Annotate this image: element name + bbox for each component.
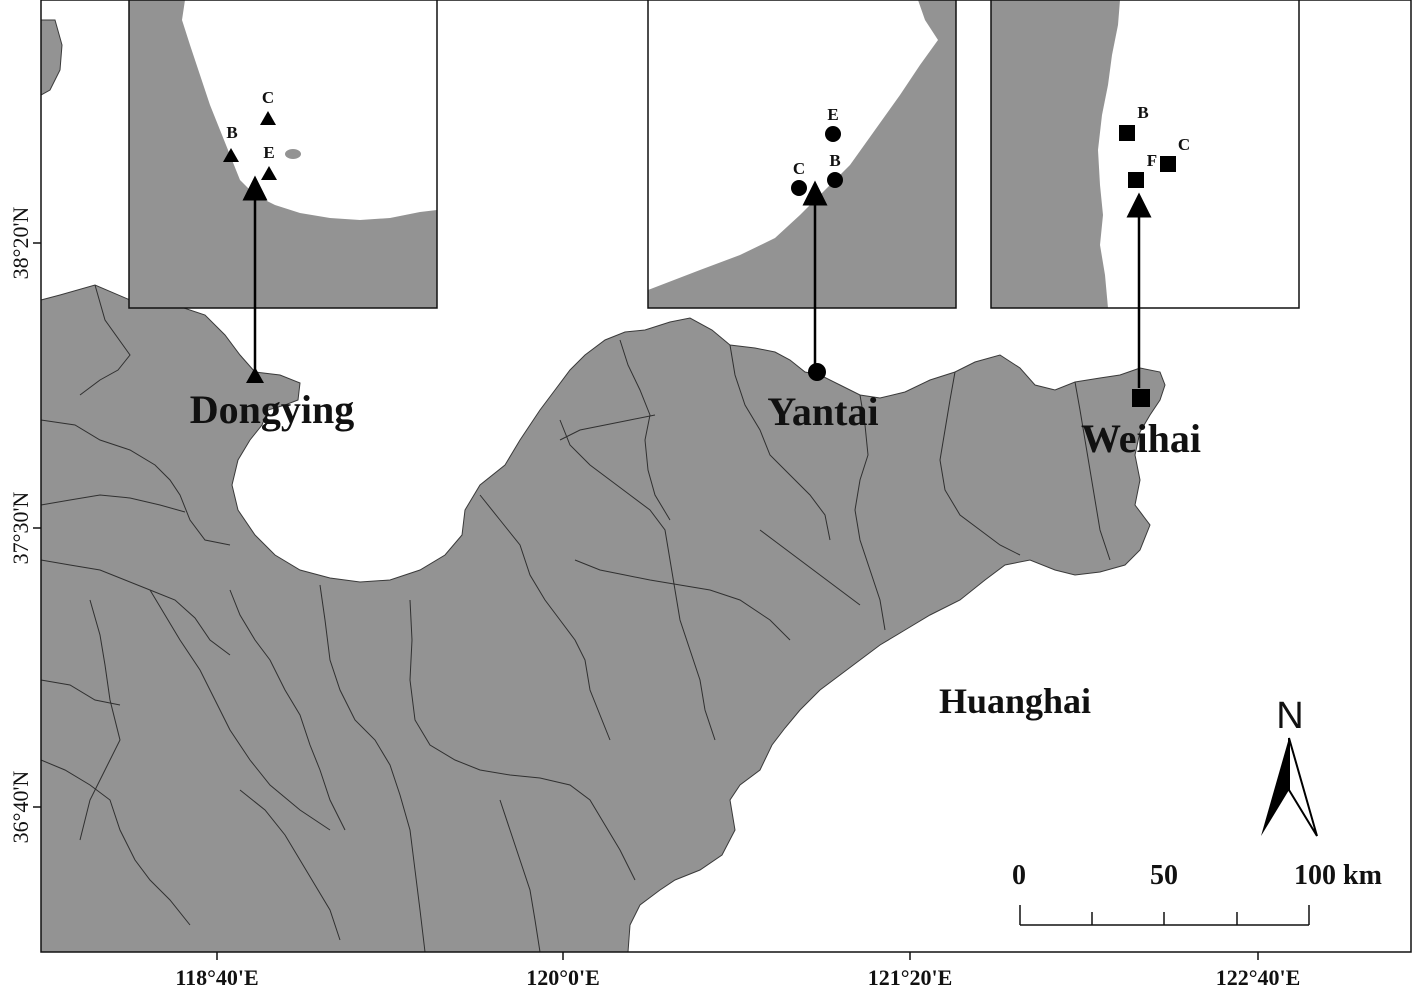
lon-label-1: 118°40'E bbox=[175, 965, 258, 990]
inset-yantai-site-b-label: B bbox=[829, 151, 840, 170]
admin-borders bbox=[40, 284, 1111, 953]
sea-label-huanghai: Huanghai bbox=[939, 681, 1091, 721]
city-marker-yantai bbox=[808, 363, 826, 381]
inset-yantai-site-c-marker bbox=[791, 180, 807, 196]
city-marker-weihai bbox=[1132, 389, 1150, 407]
inset-weihai-site-f-marker bbox=[1128, 172, 1144, 188]
map-frame bbox=[40, 0, 1412, 953]
lat-label-2: 37°30'N bbox=[8, 492, 33, 565]
inset-weihai: B C F bbox=[990, 0, 1300, 309]
city-marker-dongying bbox=[246, 367, 264, 383]
lon-label-2: 120°0'E bbox=[526, 965, 600, 990]
inset-yantai-site-c-label: C bbox=[793, 159, 805, 178]
inset-dongying-site-b-label: B bbox=[226, 123, 237, 142]
lon-label-3: 121°20'E bbox=[868, 965, 953, 990]
city-label-dongying: Dongying bbox=[190, 387, 355, 432]
inset-dongying-site-e-label: E bbox=[263, 143, 274, 162]
city-label-weihai: Weihai bbox=[1081, 416, 1201, 461]
inset-dongying-site-c-marker bbox=[260, 111, 276, 125]
inset-yantai-site-e-label: E bbox=[827, 105, 838, 124]
north-arrow-label: N bbox=[1276, 695, 1303, 737]
inset-dongying-site-c-label: C bbox=[262, 88, 274, 107]
inset-dongying-site-b-marker bbox=[223, 148, 239, 162]
inset-weihai-site-b-label: B bbox=[1137, 103, 1148, 122]
scale-label-0: 0 bbox=[1012, 860, 1026, 891]
inset-weihai-site-b-marker bbox=[1119, 125, 1135, 141]
scale-label-100: 100 km bbox=[1294, 860, 1382, 891]
lat-label-3: 36°40'N bbox=[8, 771, 33, 844]
inset-dongying: B C E bbox=[128, 0, 438, 309]
inset-yantai-site-b-marker bbox=[827, 172, 843, 188]
inset-weihai-site-c-marker bbox=[1160, 156, 1176, 172]
inset-yantai-site-e-marker bbox=[825, 126, 841, 142]
city-label-yantai: Yantai bbox=[767, 389, 878, 434]
inset-yantai: B C E bbox=[647, 0, 957, 309]
inset-weihai-site-c-label: C bbox=[1178, 135, 1190, 154]
scale-bar: 0 50 100 km bbox=[1012, 860, 1382, 926]
inset-weihai-site-f-label: F bbox=[1147, 151, 1157, 170]
lon-label-4: 122°40'E bbox=[1216, 965, 1301, 990]
axis-ticks bbox=[33, 242, 1259, 960]
lat-label-1: 38°20'N bbox=[8, 207, 33, 280]
land-mass bbox=[40, 19, 1166, 953]
north-arrow: N bbox=[1261, 695, 1318, 837]
scale-label-50: 50 bbox=[1150, 860, 1178, 891]
